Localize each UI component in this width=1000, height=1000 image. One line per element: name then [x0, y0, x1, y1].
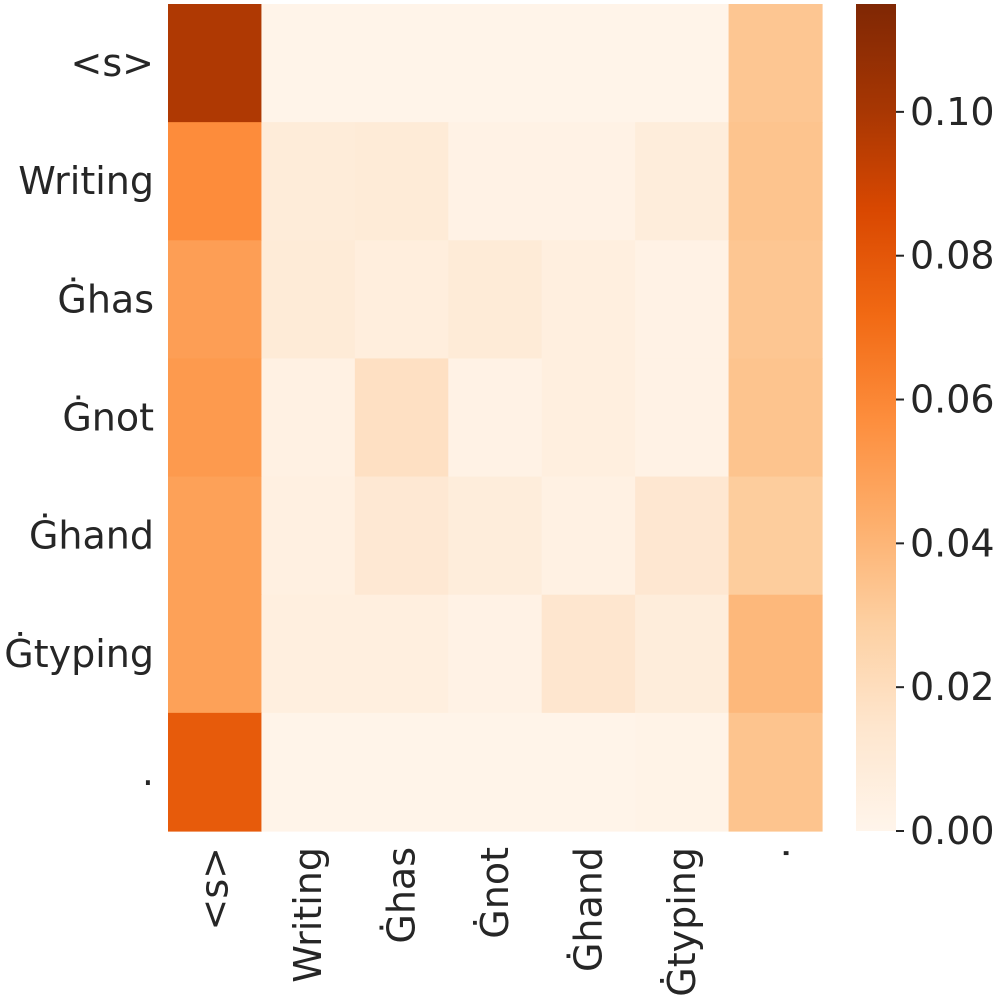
heatmap-cell — [261, 4, 356, 123]
heatmap-cell — [541, 122, 636, 241]
y-tick-label: Writing — [18, 159, 154, 203]
y-tick-label: Ġhand — [29, 514, 154, 558]
heatmap-cell — [541, 476, 636, 596]
heatmap-cell — [448, 4, 543, 123]
x-tick-label: <s> — [193, 847, 237, 930]
heatmap-cell — [541, 712, 636, 832]
heatmap-cell — [728, 122, 823, 241]
heatmap-cell — [448, 594, 543, 714]
heatmap-cell — [728, 594, 823, 714]
heatmap-cell — [448, 712, 543, 832]
heatmap-cell — [635, 4, 730, 123]
heatmap-cell — [541, 4, 636, 123]
heatmap-cell — [635, 594, 730, 714]
heatmap-cell — [168, 240, 263, 360]
colorbar-tick-label: 0.02 — [910, 665, 995, 709]
heatmap-cell — [261, 594, 356, 714]
heatmap-cell — [261, 358, 356, 478]
x-tick-label: Ġhas — [380, 847, 424, 944]
heatmap-cell — [354, 594, 449, 714]
heatmap-cell — [354, 358, 449, 478]
x-tick-label: Writing — [286, 847, 330, 983]
heatmap-cells — [168, 4, 823, 832]
heatmap-cell — [728, 358, 823, 478]
x-tick-label: Ġtyping — [660, 847, 704, 997]
heatmap-cell — [354, 240, 449, 360]
y-tick-label: <s> — [71, 41, 154, 85]
y-tick-label: Ġtyping — [4, 632, 154, 676]
heatmap-cell — [728, 4, 823, 123]
colorbar-tick-label: 0.08 — [910, 234, 995, 278]
colorbar-tick-label: 0.00 — [910, 809, 995, 853]
heatmap-cell — [448, 122, 543, 241]
heatmap-cell — [635, 712, 730, 832]
heatmap-cell — [728, 712, 823, 832]
heatmap-cell — [168, 358, 263, 478]
y-tick-labels: <s> Writing Ġhas Ġnot Ġhand Ġtyping. — [4, 41, 154, 794]
x-tick-labels: <s> Writing Ġhas Ġnot Ġhand Ġtyping. — [193, 847, 798, 997]
heatmap-cell — [635, 122, 730, 241]
colorbar-ticks: 0.00 0.02 0.04 0.06 0.08 0.10 — [896, 90, 995, 853]
heatmap-cell — [635, 240, 730, 360]
heatmap-cell — [354, 122, 449, 241]
heatmap-cell — [168, 122, 263, 241]
heatmap-cell — [168, 594, 263, 714]
heatmap-cell — [635, 358, 730, 478]
heatmap-cell — [354, 712, 449, 832]
heatmap-cell — [261, 240, 356, 360]
colorbar — [856, 4, 896, 831]
heatmap-cell — [635, 476, 730, 596]
colorbar-tick-label: 0.10 — [910, 90, 995, 134]
y-tick-label: . — [142, 750, 154, 794]
heatmap-cell — [261, 476, 356, 596]
heatmap-cell — [541, 358, 636, 478]
heatmap-cell — [354, 4, 449, 123]
heatmap-cell — [168, 712, 263, 832]
heatmap-cell — [541, 594, 636, 714]
y-tick-label: Ġhas — [57, 277, 154, 321]
heatmap-cell — [448, 476, 543, 596]
colorbar-tick-label: 0.04 — [910, 521, 995, 565]
heatmap-cell — [168, 476, 263, 596]
heatmap-cell — [448, 240, 543, 360]
heatmap-cell — [261, 122, 356, 241]
colorbar-tick-label: 0.06 — [910, 378, 995, 422]
y-tick-label: Ġnot — [62, 396, 154, 440]
heatmap-cell — [541, 240, 636, 360]
heatmap-cell — [728, 240, 823, 360]
heatmap-cell — [168, 4, 263, 123]
x-tick-label: . — [753, 847, 797, 859]
heatmap-cell — [261, 712, 356, 832]
x-tick-label: Ġnot — [473, 847, 517, 939]
heatmap-cell — [448, 358, 543, 478]
heatmap-cell — [728, 476, 823, 596]
heatmap-cell — [354, 476, 449, 596]
x-tick-label: Ġhand — [566, 847, 610, 972]
